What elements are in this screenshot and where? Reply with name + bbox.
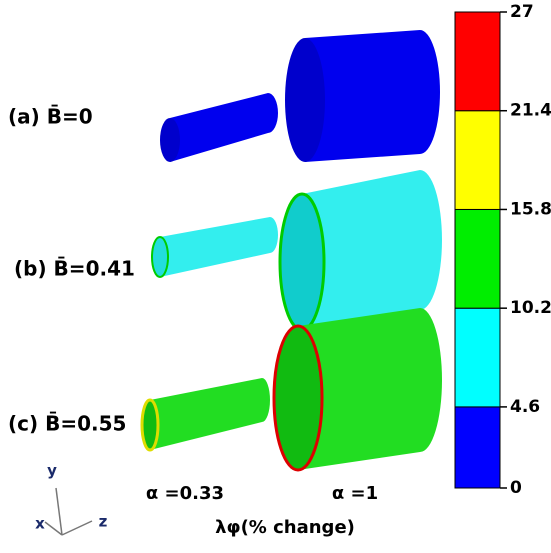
axis-label: y [47,462,57,480]
tick-label: 4.6 [510,397,540,417]
axis-label: x [35,515,45,533]
cylinders-a [160,30,440,162]
axis-triad [45,488,92,535]
colorbar-title: λφ(% change) [215,517,355,538]
row-label: (c) B̄=0.55 [8,412,126,436]
cylinder-body [170,93,278,162]
colorbar-segment [455,209,500,308]
cylinder-face [274,326,322,470]
cylinders-c [142,308,442,470]
cylinder-face [285,38,325,162]
colorbar-segment [455,111,500,210]
tick-label: 21.4 [510,101,551,121]
tick-label: 27 [510,2,534,22]
colorbar-segment [455,407,500,488]
tick-label: 0 [510,478,522,498]
row-label: (a) B̄=0 [8,105,93,129]
axis-line [56,488,62,535]
figure: (a) B̄=0 (b) B̄=0.41 (c) B̄=0.55 α =0.33… [0,0,551,549]
axis-line [45,522,62,535]
colorbar: 0 4.6 10.2 15.8 21.4 27 [455,2,551,498]
cylinder-body [150,378,270,450]
cylinder-face [142,400,158,450]
cylinder-face [160,118,180,162]
colorbar-segment [455,12,500,111]
axis-line [62,521,92,535]
cylinder-body [305,30,440,162]
cylinder-face [152,237,168,277]
row-label: (b) B̄=0.41 [14,257,135,281]
cylinders-b [152,170,442,330]
tick-label: 10.2 [510,298,551,318]
tick-label: 15.8 [510,199,551,219]
cylinder-body [160,217,278,277]
column-label: α =1 [332,483,378,504]
cylinder-face [280,194,324,330]
colorbar-segment [455,308,500,407]
axis-label: z [99,513,108,531]
column-label: α =0.33 [146,483,224,504]
